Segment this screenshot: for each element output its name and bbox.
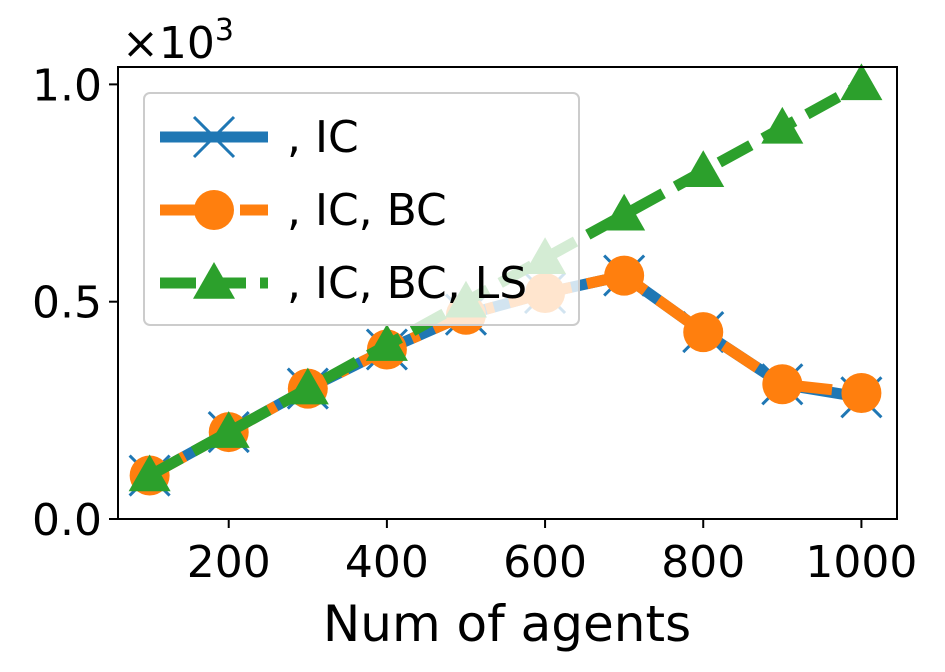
data-point (207, 411, 250, 448)
x-tick-label: 1000 (805, 537, 917, 588)
data-point (365, 324, 408, 361)
x-axis: 200 400 600 800 1000 (187, 519, 917, 588)
x-tick-label: 600 (503, 537, 587, 588)
y-tick-label: 0.5 (32, 278, 102, 329)
data-point (682, 150, 725, 188)
axes-frame (117, 66, 898, 520)
data-point (128, 454, 171, 492)
legend-marker (193, 262, 235, 299)
data-point (286, 367, 329, 405)
legend-label: , IC (287, 112, 359, 163)
legend-label: , IC, BC (287, 185, 447, 236)
series-line (146, 270, 863, 481)
legend-marker (192, 115, 236, 159)
data-point (604, 255, 645, 296)
y-tick-label: 0.0 (32, 495, 102, 546)
x-tick-label: 800 (661, 537, 745, 588)
legend: , IC , IC, BC , IC, BC, LS (143, 92, 580, 326)
y-tick-label: 1.0 (32, 60, 102, 111)
data-point (762, 364, 803, 405)
x-axis-label: Num of agents (323, 595, 691, 653)
legend-entry-1: , IC (160, 112, 359, 163)
legend-entry-2: , IC, BC (160, 185, 447, 236)
legend-box (143, 92, 580, 326)
data-point (683, 312, 724, 353)
legend-entry-3: , IC, BC, LS (160, 258, 527, 309)
y-axis: 0.0 0.5 1.0 (32, 60, 118, 546)
data-point (761, 106, 804, 144)
legend-label: , IC, BC, LS (287, 258, 527, 309)
data-point (841, 372, 882, 413)
y-multiplier-base: ×10 (122, 18, 215, 69)
y-multiplier: ×103 (122, 13, 234, 69)
plot-border (117, 66, 898, 520)
data-point (603, 193, 646, 231)
x-tick-label: 200 (187, 537, 271, 588)
y-multiplier-exp: 3 (215, 13, 234, 48)
x-tick-label: 400 (345, 537, 429, 588)
data-point (840, 63, 883, 101)
legend-marker (194, 190, 234, 230)
